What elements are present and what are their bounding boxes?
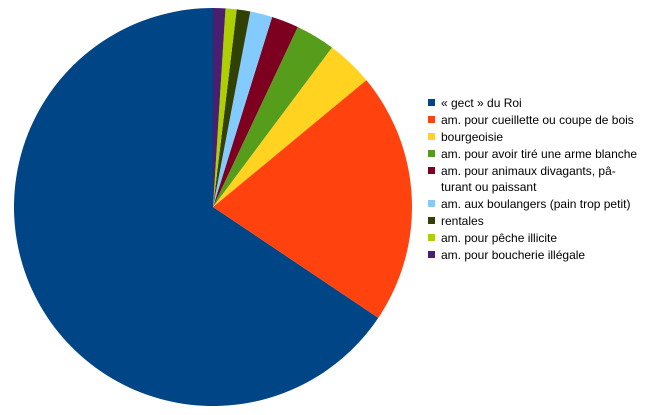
legend-item: am. pour pêche illicite [428,230,640,246]
pie-slice [213,16,298,207]
pie-slice [13,8,379,406]
legend-swatch [428,167,435,174]
legend-swatch [428,217,435,224]
legend-label: am. pour boucherie illégale [441,248,586,262]
legend-swatch [428,251,435,258]
legend-swatch [428,234,435,241]
legend-item: am. pour avoir tiré une arme blanche [428,146,640,162]
legend-swatch [428,200,435,207]
legend-item: rentales [428,213,640,229]
pie-slice [213,8,237,207]
legend-swatch [428,133,435,140]
legend-item: am. aux boulangers (pain trop pe­tit) [428,196,640,212]
legend-swatch [428,116,435,123]
legend-label: « gect » du Roi [441,96,522,110]
pie-area [13,8,412,406]
legend-swatch [428,99,435,106]
legend-label: am. pour avoir tiré une arme blanche [441,147,638,161]
legend: « gect » du Roi am. pour cueillette ou co… [428,95,640,264]
legend-item: am. pour animaux divagants, pâ­turant ou… [428,163,640,195]
legend-item: bourgeoisie [428,129,640,145]
pie-slice [213,8,226,207]
legend-label: am. pour pêche illicite [441,231,558,245]
legend-label: rentales [441,214,484,228]
legend-label: am. pour animaux divagants, pâ­turant ou… [441,164,616,194]
legend-item: am. pour boucherie illégale [428,247,640,263]
legend-label: am. pour cueillette ou coupe de bois [441,113,634,127]
pie-slice [213,9,251,207]
pie-slice [213,11,273,207]
legend-label: bourgeoisie [441,130,504,144]
legend-item: am. pour cueillette ou coupe de bois [428,112,640,128]
pie-slice [213,80,412,318]
legend-swatch [428,150,435,157]
legend-item: « gect » du Roi [428,95,640,111]
pie-slice [213,47,367,207]
legend-label: am. aux boulangers (pain trop pe­tit) [441,197,631,211]
pie-slice [213,26,332,207]
